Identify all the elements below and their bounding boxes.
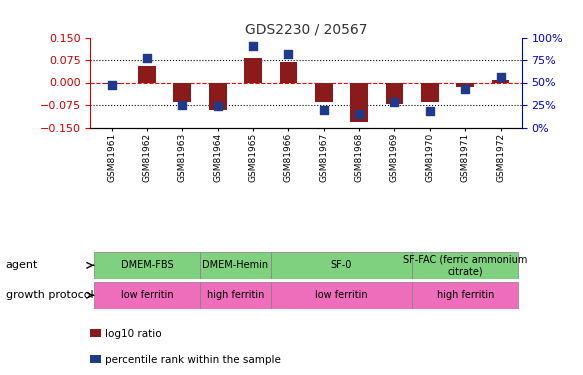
Bar bbox=[209, 82, 227, 110]
Bar bbox=[315, 82, 332, 102]
Text: log10 ratio: log10 ratio bbox=[105, 329, 161, 339]
Bar bbox=[138, 66, 156, 82]
Text: high ferritin: high ferritin bbox=[206, 290, 264, 300]
Text: SF-0: SF-0 bbox=[331, 260, 352, 270]
Point bbox=[425, 108, 434, 114]
Point bbox=[178, 102, 187, 108]
Bar bbox=[412, 252, 518, 279]
Text: high ferritin: high ferritin bbox=[437, 290, 494, 300]
Bar bbox=[280, 62, 297, 82]
Point bbox=[284, 51, 293, 57]
Point bbox=[496, 74, 505, 80]
Point bbox=[142, 55, 152, 61]
Title: GDS2230 / 20567: GDS2230 / 20567 bbox=[245, 22, 367, 36]
Bar bbox=[385, 82, 403, 104]
Bar bbox=[200, 252, 271, 279]
Text: SF-FAC (ferric ammonium
citrate): SF-FAC (ferric ammonium citrate) bbox=[403, 255, 528, 276]
Point bbox=[354, 111, 364, 117]
Bar bbox=[200, 282, 271, 309]
Bar bbox=[456, 82, 474, 87]
Point bbox=[390, 99, 399, 105]
Bar bbox=[94, 282, 200, 309]
Bar bbox=[271, 282, 412, 309]
Text: agent: agent bbox=[6, 260, 38, 270]
Point bbox=[248, 44, 258, 50]
Bar bbox=[421, 82, 438, 102]
Bar bbox=[103, 82, 121, 84]
Text: low ferritin: low ferritin bbox=[315, 290, 368, 300]
Text: percentile rank within the sample: percentile rank within the sample bbox=[105, 355, 281, 365]
Bar bbox=[94, 252, 200, 279]
Bar bbox=[271, 252, 412, 279]
Bar bbox=[491, 80, 510, 82]
Point bbox=[107, 82, 116, 88]
Bar bbox=[244, 58, 262, 82]
Point bbox=[213, 103, 222, 109]
Point bbox=[461, 86, 470, 92]
Text: low ferritin: low ferritin bbox=[121, 290, 173, 300]
Bar bbox=[174, 82, 191, 102]
Text: growth protocol: growth protocol bbox=[6, 290, 93, 300]
Text: DMEM-FBS: DMEM-FBS bbox=[121, 260, 173, 270]
Bar bbox=[412, 282, 518, 309]
Point bbox=[319, 106, 328, 112]
Bar bbox=[350, 82, 368, 122]
Text: DMEM-Hemin: DMEM-Hemin bbox=[202, 260, 268, 270]
